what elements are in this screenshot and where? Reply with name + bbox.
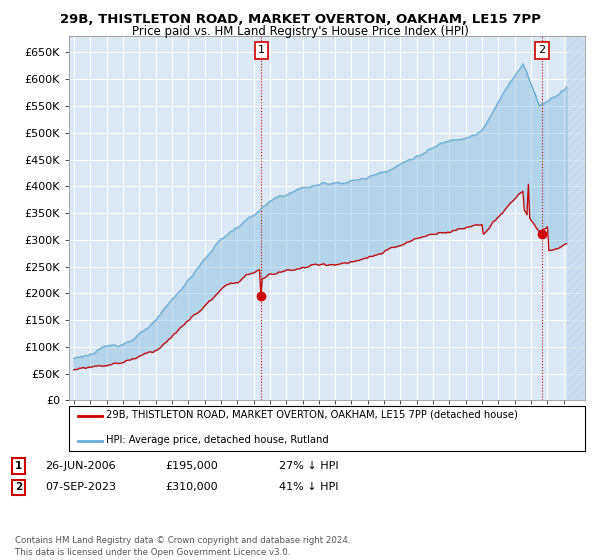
- Text: 2: 2: [538, 45, 545, 55]
- Text: 29B, THISTLETON ROAD, MARKET OVERTON, OAKHAM, LE15 7PP (detached house): 29B, THISTLETON ROAD, MARKET OVERTON, OA…: [106, 410, 518, 420]
- Text: Contains HM Land Registry data © Crown copyright and database right 2024.
This d: Contains HM Land Registry data © Crown c…: [15, 536, 350, 557]
- Text: 27% ↓ HPI: 27% ↓ HPI: [279, 461, 338, 471]
- Text: 29B, THISTLETON ROAD, MARKET OVERTON, OAKHAM, LE15 7PP: 29B, THISTLETON ROAD, MARKET OVERTON, OA…: [59, 13, 541, 26]
- Text: £195,000: £195,000: [165, 461, 218, 471]
- Text: 1: 1: [15, 461, 22, 471]
- Text: HPI: Average price, detached house, Rutland: HPI: Average price, detached house, Rutl…: [106, 435, 329, 445]
- Text: 1: 1: [258, 45, 265, 55]
- Text: £310,000: £310,000: [165, 482, 218, 492]
- Text: 26-JUN-2006: 26-JUN-2006: [45, 461, 116, 471]
- Text: 07-SEP-2023: 07-SEP-2023: [45, 482, 116, 492]
- Text: 41% ↓ HPI: 41% ↓ HPI: [279, 482, 338, 492]
- Text: Price paid vs. HM Land Registry's House Price Index (HPI): Price paid vs. HM Land Registry's House …: [131, 25, 469, 38]
- Text: 2: 2: [15, 482, 22, 492]
